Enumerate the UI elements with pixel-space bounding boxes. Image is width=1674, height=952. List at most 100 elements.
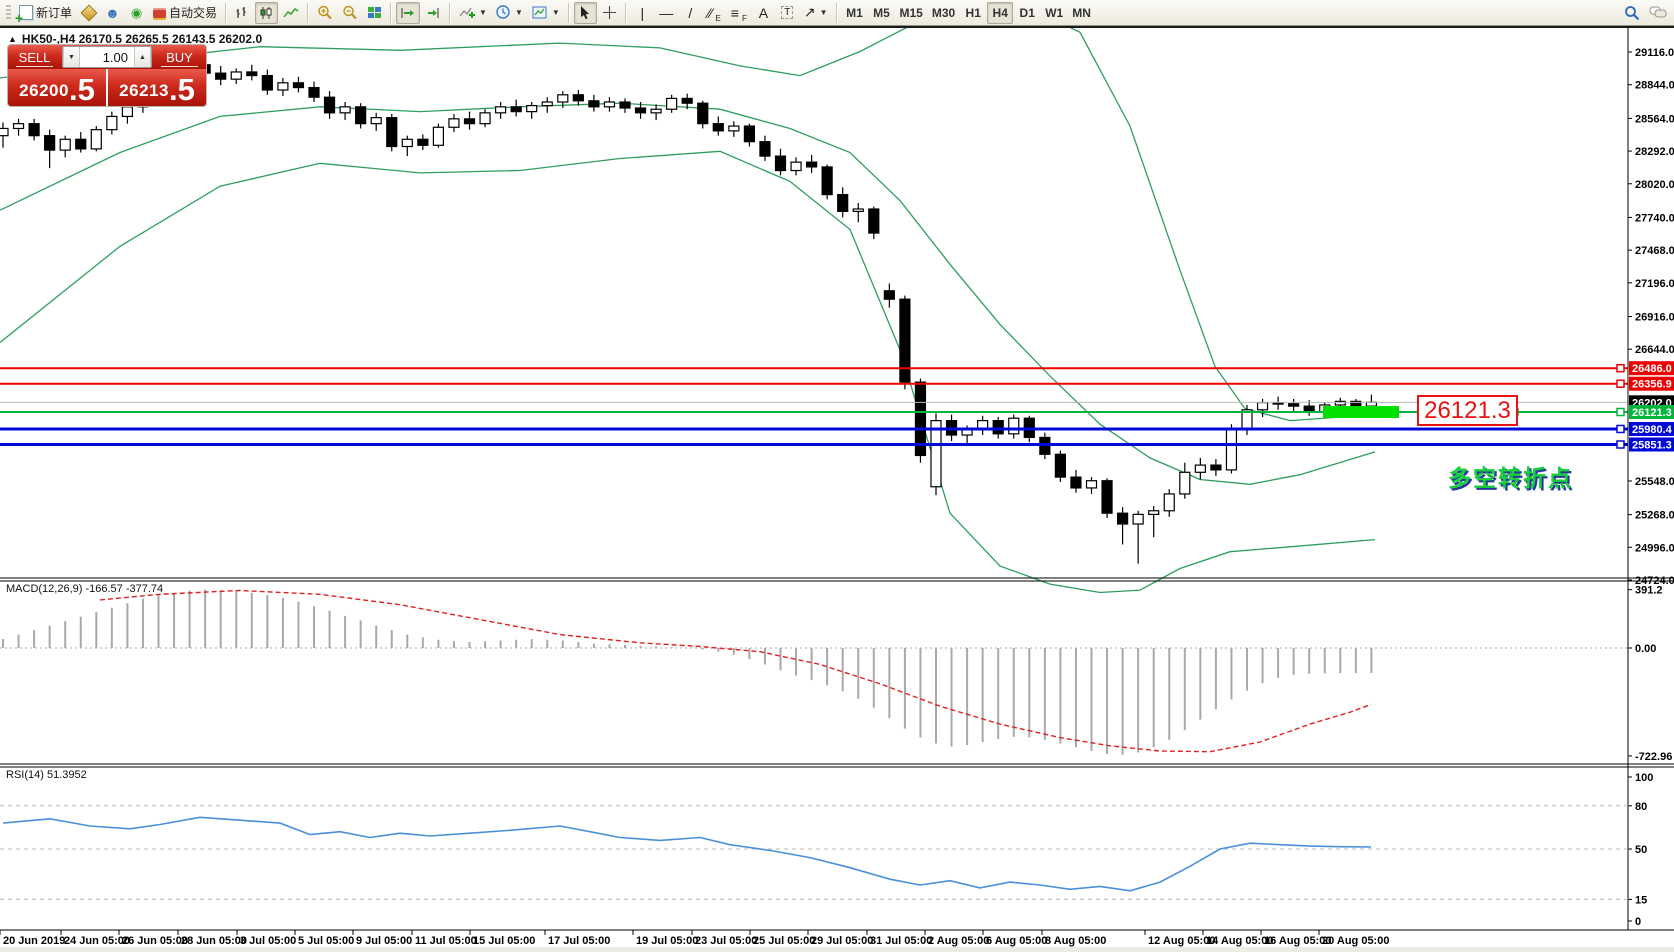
axis-label: 50 bbox=[1635, 844, 1647, 856]
volume-increase-button[interactable]: ▲ bbox=[134, 47, 151, 67]
candle bbox=[261, 74, 273, 91]
horizontal-line-button[interactable]: — bbox=[655, 2, 678, 24]
chart-title: ▲ HK50-,H4 26170.5 26265.5 26143.5 26202… bbox=[8, 32, 262, 46]
toolbar-drag-handle[interactable] bbox=[6, 4, 11, 21]
text-label-icon: T bbox=[781, 6, 794, 19]
chat-button[interactable] bbox=[1645, 2, 1671, 24]
timeframe-W1[interactable]: W1 bbox=[1041, 2, 1067, 24]
volume-input[interactable]: 1.00 bbox=[102, 49, 128, 65]
axis-label: 15 bbox=[1635, 894, 1647, 906]
new-order-button[interactable]: 新订单 bbox=[15, 2, 76, 25]
candle bbox=[852, 208, 864, 213]
candlestick-button[interactable] bbox=[255, 1, 279, 24]
axis-label: 24 Jun 05:00 bbox=[64, 935, 130, 947]
text-icon: A bbox=[758, 4, 769, 21]
axis-label: 14 Aug 05:00 bbox=[1206, 935, 1273, 947]
line-chart-button[interactable] bbox=[279, 2, 303, 24]
arrows-button[interactable]: ↗ ▼ bbox=[800, 2, 832, 24]
price-badge bbox=[1629, 437, 1674, 452]
price-badge bbox=[1629, 361, 1674, 376]
zoom-in-button[interactable] bbox=[313, 2, 337, 24]
highlight-rect[interactable] bbox=[1323, 406, 1399, 419]
candle bbox=[12, 123, 25, 130]
candle bbox=[215, 72, 227, 80]
pivot-point-annotation[interactable]: 多空转折点 bbox=[1448, 465, 1573, 491]
crosshair-button[interactable] bbox=[598, 2, 621, 24]
tile-windows-button[interactable] bbox=[363, 2, 386, 24]
vertical-line-icon: | bbox=[640, 4, 645, 21]
timeframe-H1[interactable]: H1 bbox=[960, 2, 986, 24]
profile-icon bbox=[105, 6, 120, 20]
timeframe-M15[interactable]: M15 bbox=[896, 2, 927, 24]
volume-stepper: ▼ 1.00 ▲ bbox=[62, 46, 152, 68]
cursor-button[interactable] bbox=[573, 1, 597, 24]
dropdown-arrow-icon: ▼ bbox=[551, 8, 560, 17]
axis-label: 23 Jul 05:00 bbox=[695, 935, 757, 947]
candle bbox=[59, 138, 71, 151]
timeframe-group: M1 M5 M15 M30 H1 H4 D1 W1 MN bbox=[842, 1, 1095, 24]
timeframe-D1[interactable]: D1 bbox=[1014, 2, 1040, 24]
periods-button[interactable]: ▼ bbox=[492, 2, 527, 24]
signal-button[interactable] bbox=[125, 2, 148, 24]
price-badge bbox=[1629, 405, 1674, 420]
axis-label: -722.96 bbox=[1635, 751, 1672, 763]
axis-label: 31 Jul 05:00 bbox=[870, 935, 932, 947]
chart-window-button[interactable] bbox=[77, 2, 100, 24]
auto-scroll-button[interactable] bbox=[396, 1, 421, 24]
buy-price[interactable]: 26213.5 bbox=[119, 72, 195, 106]
price-annotation-box[interactable]: 26121.3 bbox=[1417, 395, 1518, 426]
templates-button[interactable]: ▼ bbox=[528, 2, 564, 24]
toolbar-separator bbox=[307, 2, 310, 23]
sell-button[interactable]: SELL bbox=[8, 45, 61, 69]
vertical-line-button[interactable]: | bbox=[631, 2, 654, 24]
timeframe-MN[interactable]: MN bbox=[1068, 2, 1095, 24]
indicators-icon bbox=[459, 7, 476, 18]
volume-decrease-button[interactable]: ▼ bbox=[63, 47, 80, 67]
new-order-icon bbox=[15, 5, 33, 25]
candle bbox=[75, 138, 87, 150]
candle bbox=[1070, 476, 1082, 489]
autotrading-button[interactable]: 自动交易 bbox=[149, 2, 221, 24]
toolbar-separator bbox=[567, 2, 570, 23]
chart-shift-button[interactable] bbox=[421, 2, 445, 24]
axis-label: 25851.3 bbox=[1632, 439, 1672, 451]
timeframe-M1[interactable]: M1 bbox=[842, 2, 868, 24]
axis-label: 26 Jun 05:00 bbox=[122, 935, 188, 947]
equidistant-channel-button[interactable]: ⁄⁄ E bbox=[703, 2, 726, 24]
axis-label: 28 Jun 05:00 bbox=[181, 935, 247, 947]
arrows-icon: ↗ bbox=[803, 4, 816, 20]
zoom-out-button[interactable] bbox=[338, 2, 362, 24]
line-chart-icon bbox=[283, 7, 299, 17]
trendline-button[interactable]: / bbox=[679, 2, 702, 24]
candle bbox=[526, 105, 538, 113]
indicators-button[interactable]: ▼ bbox=[455, 2, 491, 24]
new-order-label: 新订单 bbox=[36, 6, 73, 20]
search-button[interactable] bbox=[1620, 2, 1644, 24]
bar-chart-button[interactable] bbox=[231, 2, 254, 24]
timeframe-M5[interactable]: M5 bbox=[869, 2, 895, 24]
chart-canvas[interactable]: 29116.0 28844.0 28564.0 28292.0 28020.0 27740… bbox=[0, 26, 1674, 952]
auto-scroll-icon bbox=[401, 7, 415, 18]
sell-price[interactable]: 26200.5 bbox=[19, 72, 95, 106]
profile-button[interactable] bbox=[101, 2, 124, 24]
axis-label: 28292.0 bbox=[1635, 146, 1674, 158]
candle bbox=[292, 82, 305, 89]
buy-button[interactable]: BUY bbox=[153, 45, 206, 69]
text-button[interactable]: A bbox=[752, 2, 775, 24]
collapse-trade-panel-icon[interactable]: ▲ bbox=[8, 34, 17, 44]
periods-clock-icon bbox=[496, 5, 510, 19]
candle bbox=[277, 82, 289, 91]
timeframe-H4[interactable]: H4 bbox=[987, 1, 1014, 24]
axis-label: 28564.0 bbox=[1635, 113, 1674, 125]
candle bbox=[1101, 480, 1113, 514]
line-anchor bbox=[1616, 407, 1625, 417]
candle bbox=[572, 94, 584, 102]
trendline-icon: / bbox=[688, 4, 693, 21]
candle bbox=[1148, 510, 1160, 515]
candle bbox=[463, 118, 476, 125]
timeframe-M30[interactable]: M30 bbox=[928, 2, 959, 24]
candle bbox=[1179, 471, 1191, 495]
text-label-button[interactable]: T bbox=[776, 2, 799, 24]
fibonacci-button[interactable]: ≡ F bbox=[727, 2, 751, 24]
